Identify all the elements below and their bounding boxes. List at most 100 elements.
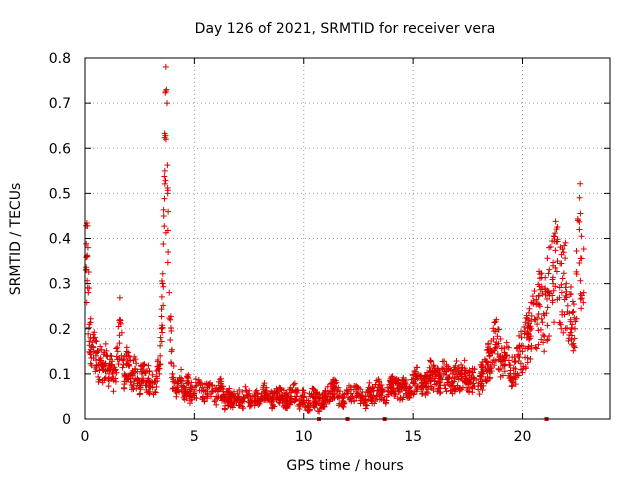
data-point [282, 390, 289, 397]
data-point [459, 371, 466, 378]
data-point [576, 260, 583, 267]
data-point [84, 244, 91, 251]
data-point [395, 388, 402, 395]
data-point [469, 389, 476, 396]
data-point [287, 398, 294, 405]
data-point [149, 371, 156, 378]
data-point [552, 283, 559, 290]
data-point [254, 391, 261, 398]
data-point [510, 364, 517, 371]
data-point [213, 385, 220, 392]
data-point [153, 383, 160, 390]
data-point [385, 391, 392, 398]
data-point [255, 401, 262, 408]
data-point [366, 379, 373, 386]
data-point [454, 382, 461, 389]
data-point [158, 325, 165, 332]
data-point [556, 294, 563, 301]
data-point [93, 338, 100, 345]
data-point [488, 365, 495, 372]
data-point [477, 376, 484, 383]
data-point [521, 323, 528, 330]
data-point [490, 325, 497, 332]
data-point [317, 405, 324, 412]
data-point [257, 398, 264, 405]
data-point [470, 380, 477, 387]
data-point [359, 388, 366, 395]
data-point [128, 382, 135, 389]
data-point [86, 285, 93, 292]
data-point [89, 339, 96, 346]
data-point [441, 358, 448, 365]
data-point [160, 240, 167, 247]
data-point [168, 346, 175, 353]
data-point [580, 245, 587, 252]
data-point [563, 288, 570, 295]
data-point [112, 378, 119, 385]
data-point [421, 376, 428, 383]
data-point [161, 223, 168, 230]
data-point [221, 405, 228, 412]
data-point [303, 397, 310, 404]
data-point [544, 337, 551, 344]
data-point [96, 367, 103, 374]
y-tick-label: 0.7 [49, 96, 71, 112]
data-point [158, 306, 165, 313]
plot-frame [84, 57, 611, 420]
data-point [162, 132, 169, 139]
data-point [167, 313, 174, 320]
data-point [544, 336, 551, 343]
data-point [578, 295, 585, 302]
data-point [494, 333, 501, 340]
data-point [85, 330, 92, 337]
data-point [153, 367, 160, 374]
data-point [525, 309, 532, 316]
data-point [517, 347, 524, 354]
data-point [492, 357, 499, 364]
data-point [478, 370, 485, 377]
data-point [306, 390, 313, 397]
data-point [83, 266, 90, 273]
data-point [433, 380, 440, 387]
data-point [98, 346, 105, 353]
data-point [280, 387, 287, 394]
data-point [507, 370, 514, 377]
data-point [372, 398, 379, 405]
data-point [499, 372, 506, 379]
data-point [486, 353, 493, 360]
data-point [114, 348, 121, 355]
data-point [138, 369, 145, 376]
data-point [544, 322, 551, 329]
data-point [428, 385, 435, 392]
data-point [573, 247, 580, 254]
data-point [405, 395, 412, 402]
data-point [320, 403, 327, 410]
data-point [557, 244, 564, 251]
data-point [552, 218, 559, 225]
data-point [165, 208, 172, 215]
data-point [251, 398, 258, 405]
data-point [443, 388, 450, 395]
data-point [414, 364, 421, 371]
data-point [577, 290, 584, 297]
data-point [533, 345, 540, 352]
data-point [153, 373, 160, 380]
data-point [110, 388, 117, 395]
data-series [83, 63, 587, 421]
data-point [134, 377, 141, 384]
data-point [223, 396, 230, 403]
data-point [390, 385, 397, 392]
data-point [105, 377, 112, 384]
data-point [289, 386, 296, 393]
data-point [129, 372, 136, 379]
data-point [336, 392, 343, 399]
data-point [540, 310, 547, 317]
data-point [116, 319, 123, 326]
data-point [86, 338, 93, 345]
data-point [351, 383, 358, 390]
data-point [320, 397, 327, 404]
data-point [168, 348, 175, 355]
data-point [154, 363, 161, 370]
data-point [436, 390, 443, 397]
